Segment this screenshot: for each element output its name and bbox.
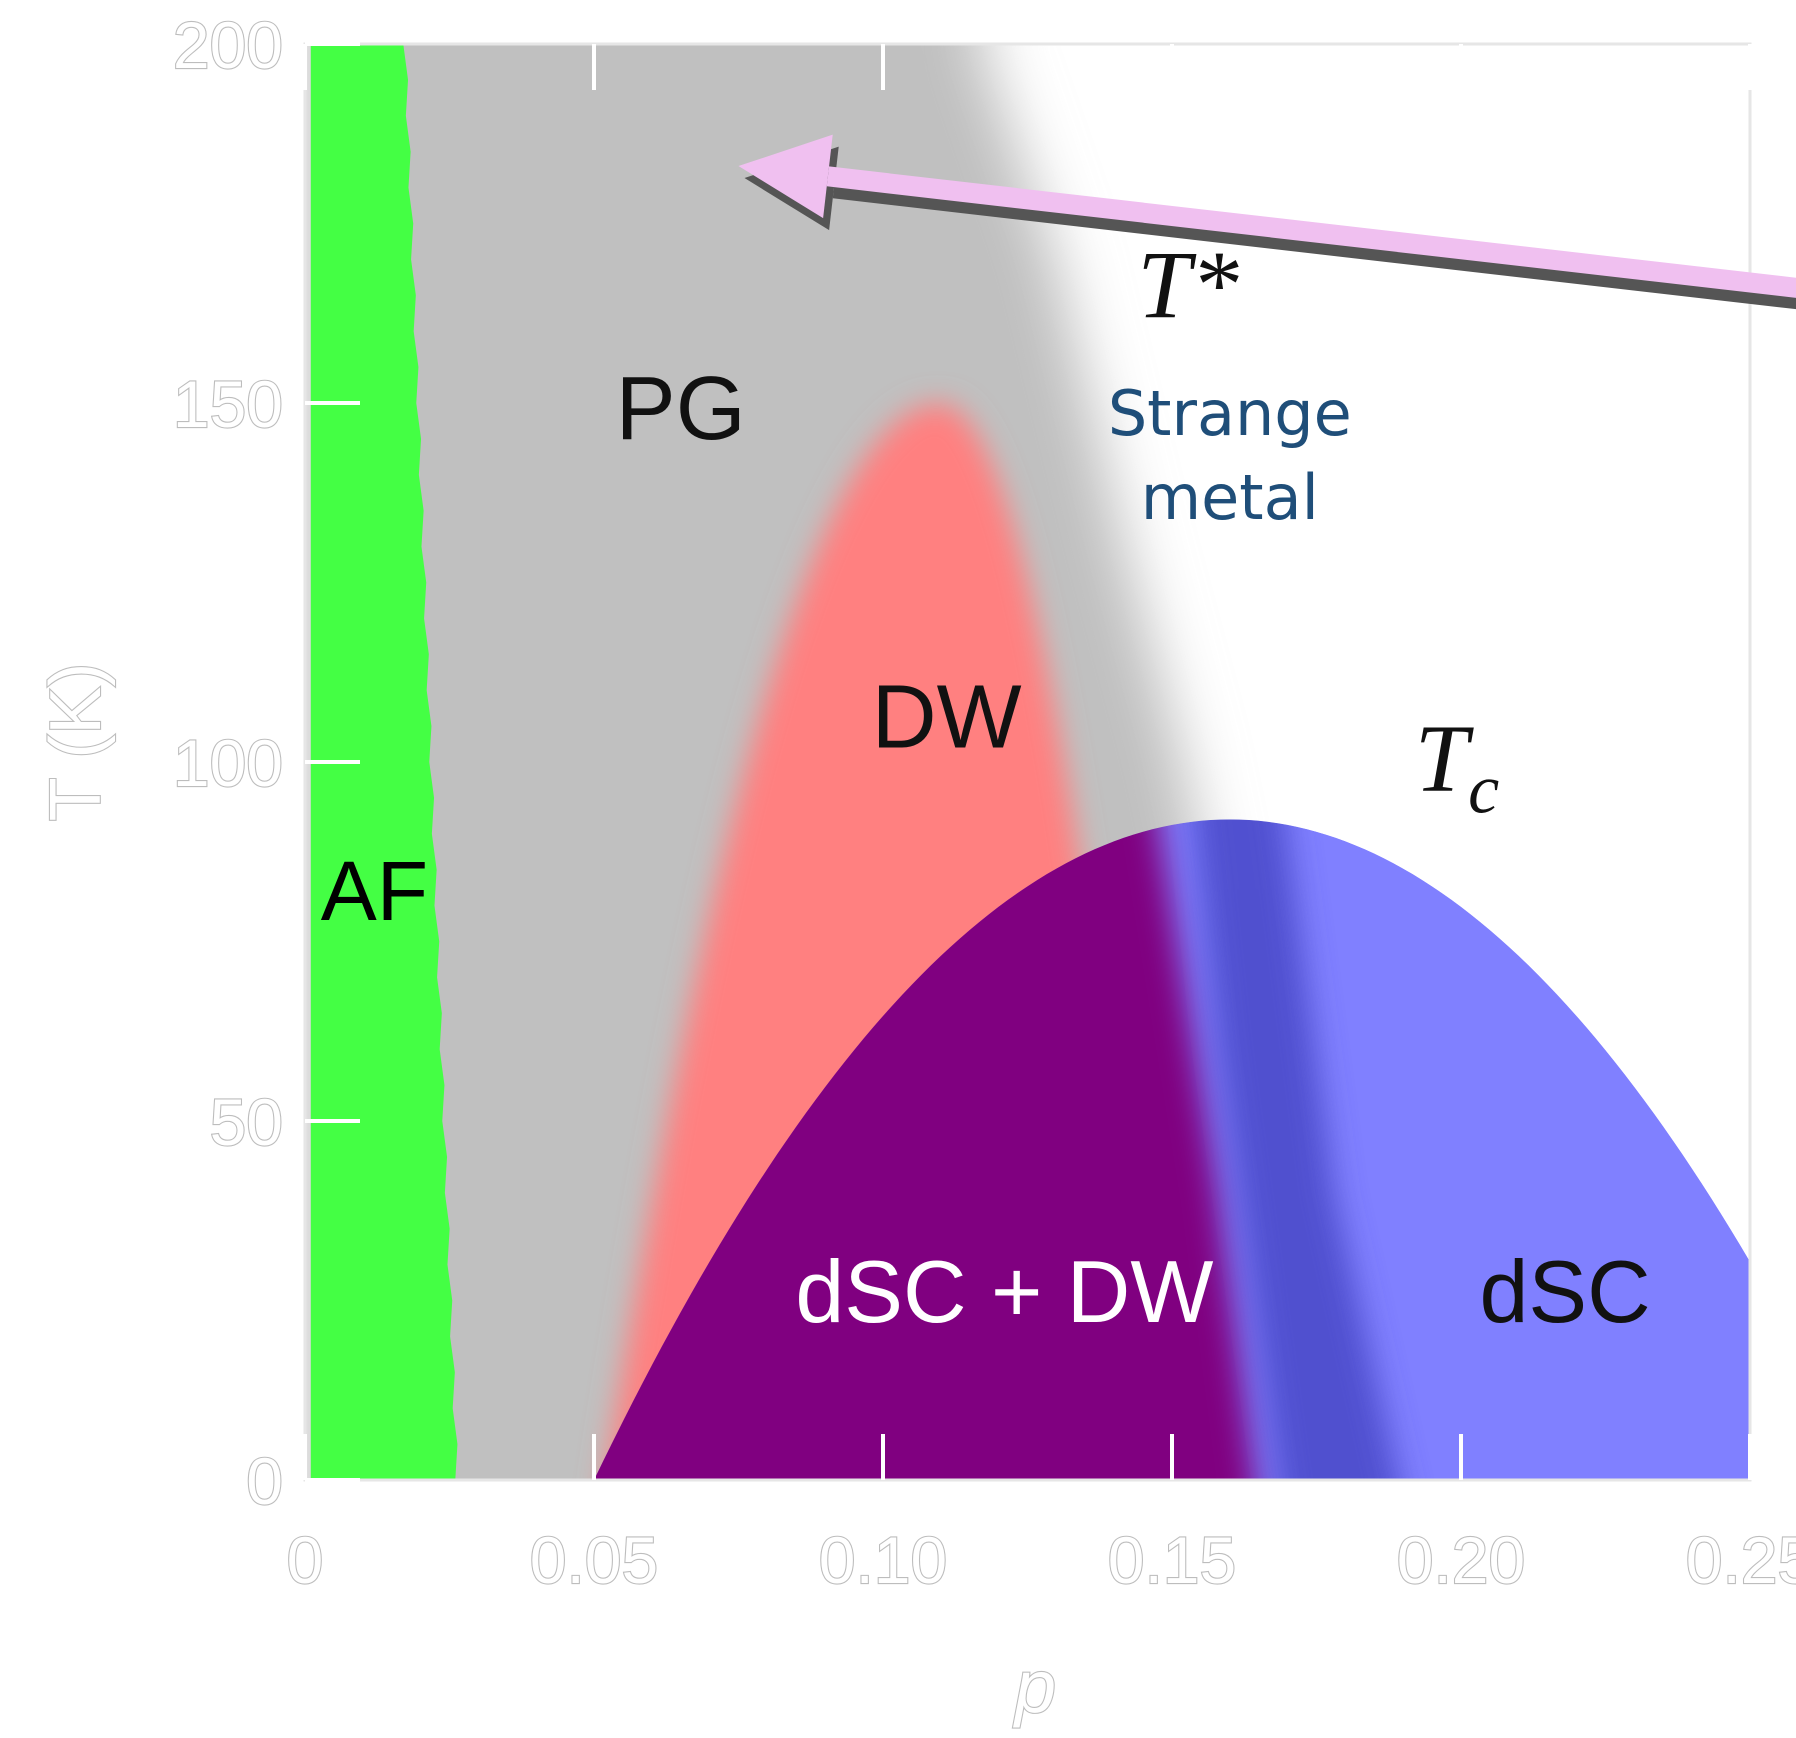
x-tick-label: 0 bbox=[287, 1523, 324, 1597]
dsc-boundary-band bbox=[1172, 819, 1415, 1480]
label-dw: DW bbox=[872, 668, 1022, 768]
strange-metal-label-line: Strange bbox=[1108, 377, 1352, 450]
tstar-label: T* bbox=[1137, 231, 1238, 338]
label-dsc: dSC bbox=[1479, 1242, 1650, 1341]
x-tick-label: 0.25 bbox=[1686, 1523, 1796, 1597]
y-axis-label: T (K) bbox=[36, 663, 116, 822]
strange-metal-label-line: metal bbox=[1141, 461, 1319, 534]
x-tick-label: 0.20 bbox=[1397, 1523, 1525, 1597]
tc-subscript: c bbox=[1468, 752, 1499, 829]
annotation-arrow bbox=[738, 134, 1796, 310]
plot-regions bbox=[305, 44, 1750, 1480]
y-tick-label: 150 bbox=[173, 367, 283, 441]
x-tick-label: 0.15 bbox=[1108, 1523, 1236, 1597]
y-tick-label: 200 bbox=[173, 8, 283, 82]
label-pg: PG bbox=[616, 359, 746, 459]
y-tick-label: 0 bbox=[246, 1444, 283, 1518]
arrow-shadow-shaft bbox=[832, 178, 1796, 310]
y-tick-label: 100 bbox=[173, 726, 283, 800]
x-axis-label: p bbox=[1013, 1645, 1056, 1728]
label-af: AF bbox=[321, 844, 428, 938]
x-tick-label: 0.10 bbox=[819, 1523, 947, 1597]
arrow-head bbox=[738, 134, 833, 219]
arrow-shaft bbox=[826, 166, 1796, 298]
label-dsc-dw: dSC + DW bbox=[795, 1242, 1213, 1341]
axes: 0 0.05 0.10 0.15 0.20 0.25 0 50 100 150 200 p T (K) bbox=[35, 7, 1796, 1729]
x-tick-label: 0.05 bbox=[530, 1523, 658, 1597]
y-tick-label: 50 bbox=[210, 1085, 283, 1159]
